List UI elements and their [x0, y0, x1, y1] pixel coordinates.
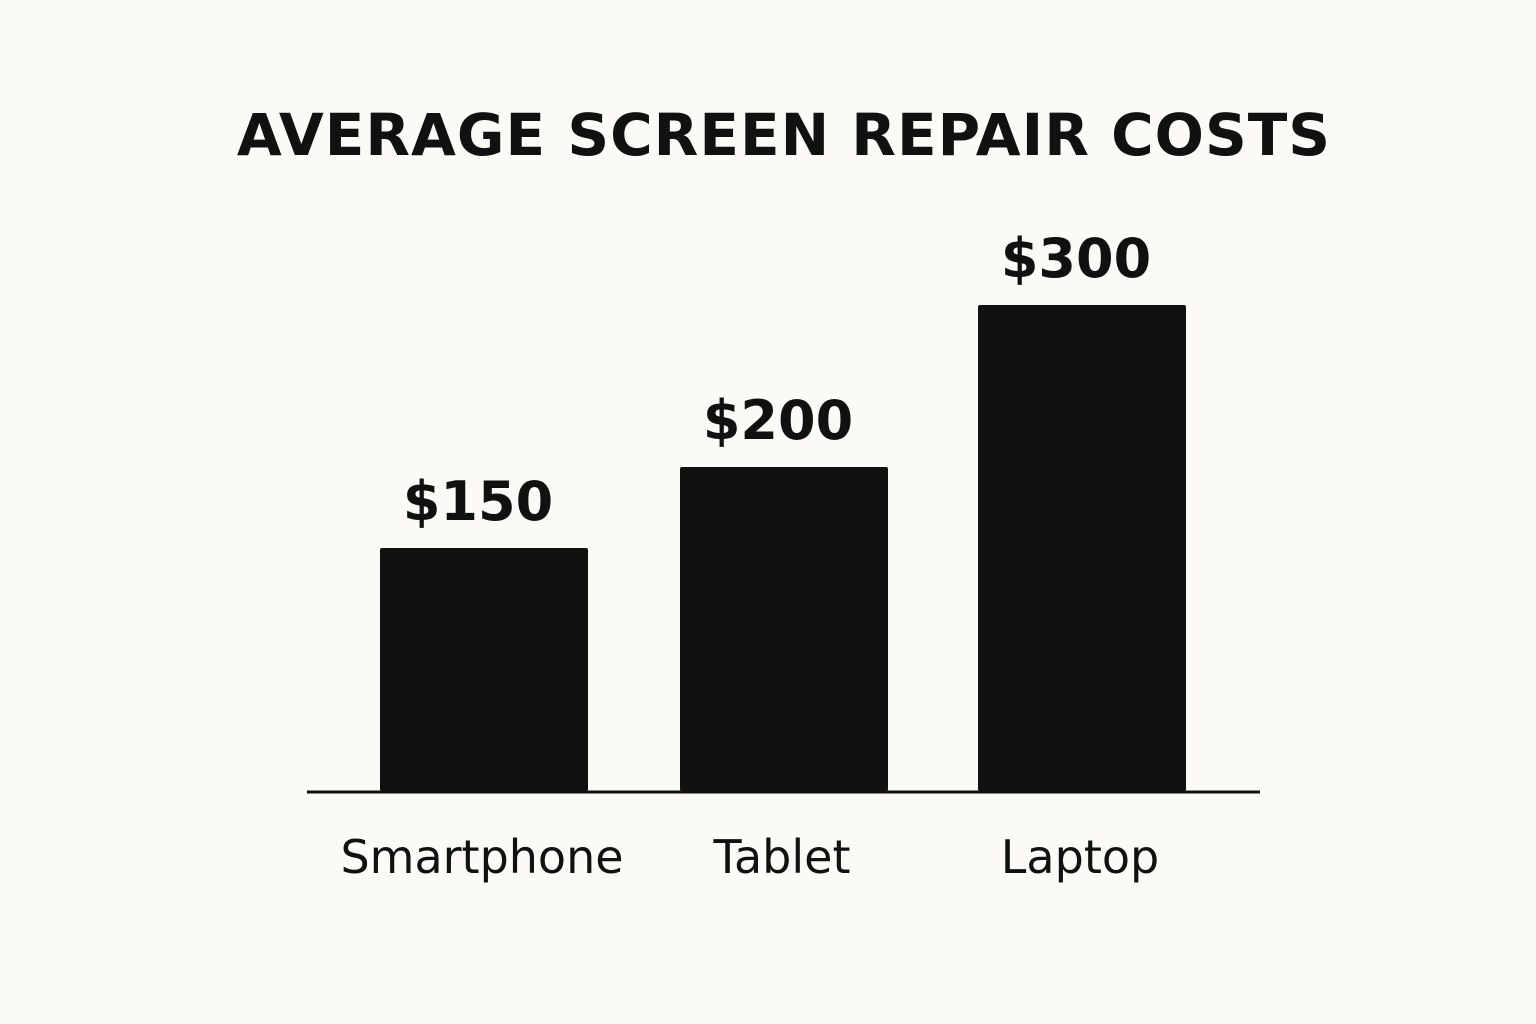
bar-laptop: [978, 305, 1186, 791]
chart-title: AVERAGE SCREEN REPAIR COSTS: [237, 101, 1331, 169]
bar-smartphone: [380, 548, 588, 791]
bar-tablet: [680, 467, 888, 791]
value-label-tablet: $200: [703, 389, 853, 452]
category-label-smartphone: Smartphone: [340, 830, 623, 884]
category-label-laptop: Laptop: [1001, 830, 1159, 884]
bars-group: [380, 305, 1186, 791]
value-label-laptop: $300: [1001, 227, 1151, 290]
value-label-smartphone: $150: [403, 470, 553, 533]
category-label-tablet: Tablet: [713, 830, 851, 884]
labels-group: $150 Smartphone $200 Tablet $300 Laptop: [340, 227, 1159, 884]
